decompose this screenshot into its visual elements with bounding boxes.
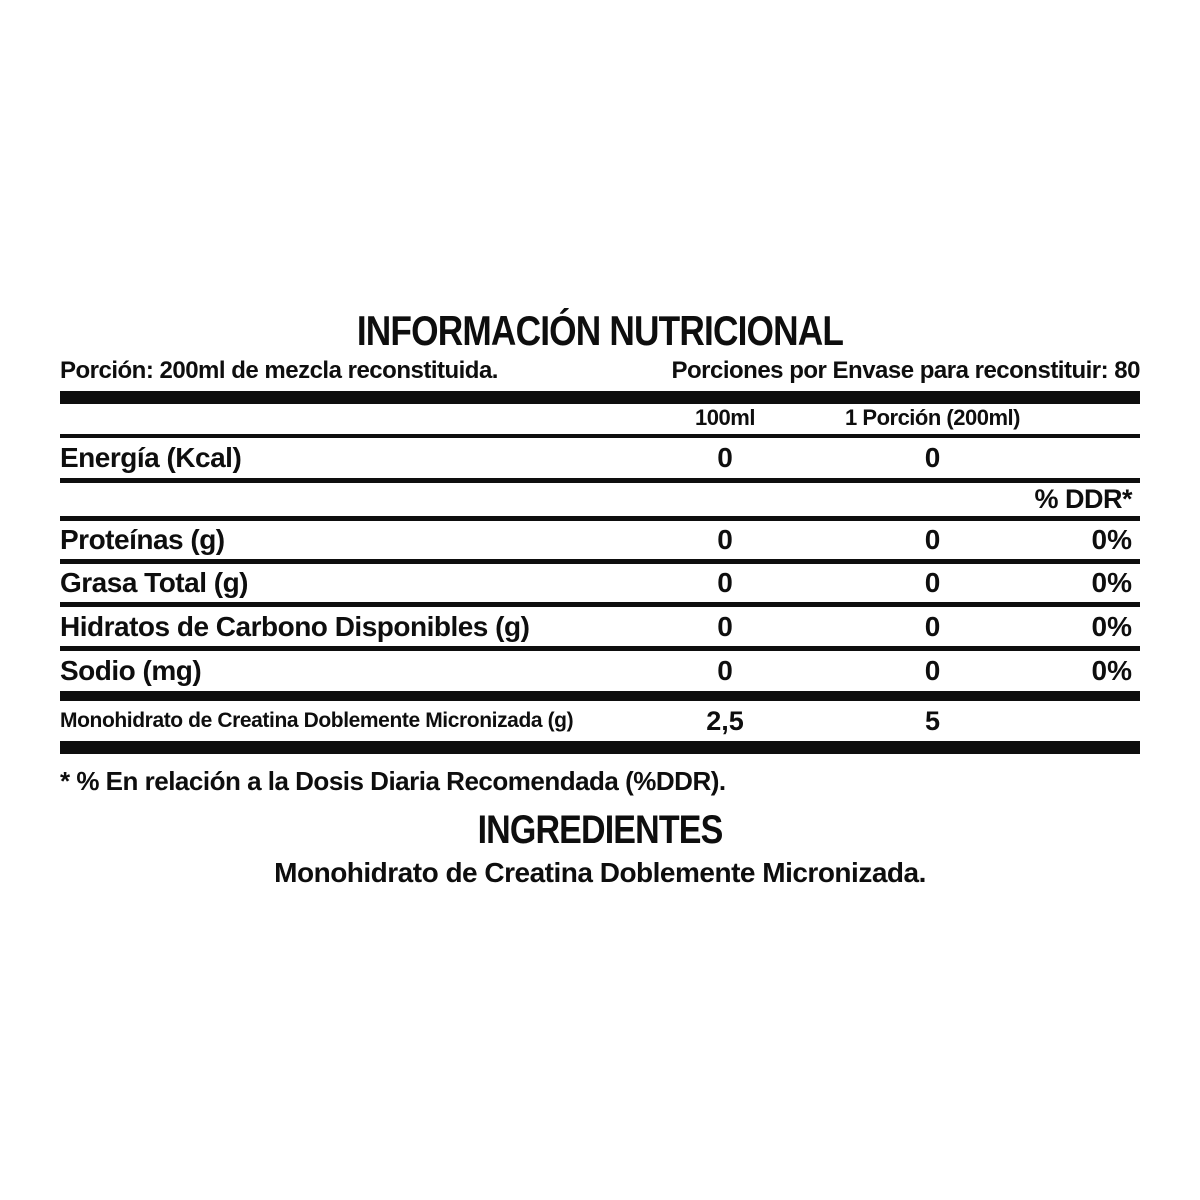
nutrient-name: Proteínas (g) [60, 524, 225, 555]
divider [60, 478, 1140, 483]
column-header-100ml: 100ml [695, 405, 755, 430]
value-per-100ml: 0 [717, 610, 733, 642]
value-per-serving: 0 [924, 524, 941, 555]
nutrient-row-grasa-total: Grasa Total (g) 0 0 0% [60, 564, 1140, 602]
serving-info-row: Porción: 200ml de mezcla reconstituida. … [60, 358, 1140, 384]
thick-bar-divider [60, 691, 1140, 701]
value-ddr: 0% [1091, 524, 1132, 555]
page-title: INFORMACIÓN NUTRICIONAL [356, 307, 844, 354]
thick-bar-divider [60, 391, 1140, 404]
servings-per-container-text: Porciones por Envase para reconstituir: … [671, 357, 1140, 384]
nutrient-row-monohidrato-creatina: Monohidrato de Creatina Doblemente Micro… [60, 701, 1140, 741]
nutrient-name: Sodio (mg) [60, 655, 202, 686]
value-ddr: 0% [1091, 610, 1132, 642]
column-header-porcion: 1 Porción (200ml) [845, 405, 1020, 430]
value-per-100ml: 0 [717, 567, 733, 598]
value-per-100ml: 0 [717, 655, 733, 686]
divider [60, 516, 1140, 521]
ingredients-title: INGREDIENTES [477, 808, 724, 852]
ddr-column-header: % DDR* [1034, 484, 1132, 514]
ddr-header-row: % DDR* [60, 483, 1140, 516]
divider [60, 646, 1140, 651]
ingredients-text: Monohidrato de Creatina Doblemente Micro… [274, 857, 926, 888]
nutrient-name: Energía (Kcal) [60, 442, 242, 473]
thick-bar-divider [60, 741, 1140, 754]
value-ddr: 0% [1091, 567, 1132, 598]
nutrient-name: Grasa Total (g) [60, 567, 249, 598]
value-per-100ml: 0 [717, 442, 733, 473]
value-per-serving: 0 [924, 567, 941, 598]
ddr-footnote: * % En relación a la Dosis Diaria Recome… [60, 766, 726, 796]
value-per-serving: 0 [924, 655, 941, 686]
serving-size-text: Porción: 200ml de mezcla reconstituida. [60, 357, 498, 384]
nutrient-name: Monohidrato de Creatina Doblemente Micro… [60, 709, 574, 732]
nutrition-label: INFORMACIÓN NUTRICIONAL Porción: 200ml d… [60, 0, 1140, 888]
value-per-100ml: 2,5 [706, 705, 744, 736]
value-per-100ml: 0 [717, 524, 733, 555]
nutrient-name: Hidratos de Carbono Disponibles (g) [60, 610, 530, 642]
divider [60, 434, 1140, 438]
value-per-serving: 0 [924, 442, 941, 473]
divider [60, 602, 1140, 607]
nutrient-row-energia: Energía (Kcal) 0 0 [60, 438, 1140, 478]
nutrient-row-sodio: Sodio (mg) 0 0 0% [60, 651, 1140, 691]
nutrient-row-hidratos-carbono: Hidratos de Carbono Disponibles (g) 0 0 … [60, 607, 1140, 646]
nutrient-row-proteinas: Proteínas (g) 0 0 0% [60, 521, 1140, 559]
value-per-serving: 5 [924, 705, 941, 736]
table-header-row: 100ml 1 Porción (200ml) [60, 404, 1140, 434]
value-per-serving: 0 [924, 610, 941, 642]
divider [60, 559, 1140, 564]
value-ddr: 0% [1091, 655, 1132, 686]
